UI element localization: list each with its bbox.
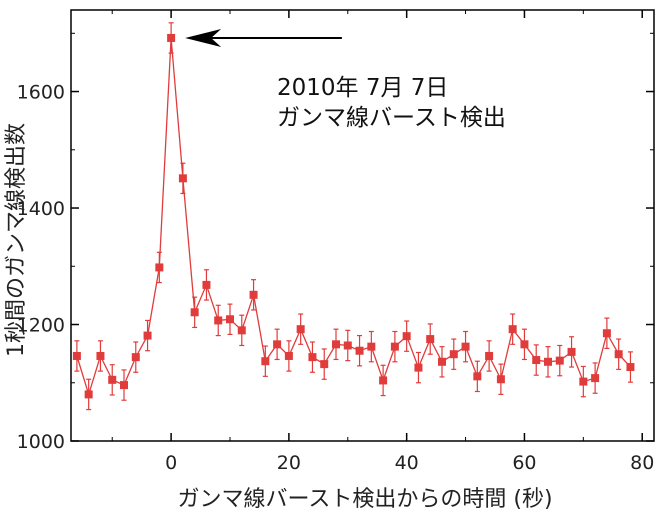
data-point xyxy=(226,315,234,324)
data-point xyxy=(379,376,388,385)
y-tick-label: 1200 xyxy=(17,315,65,337)
data-point xyxy=(143,331,152,340)
x-tick-label: 0 xyxy=(165,452,177,474)
y-tick-label: 1600 xyxy=(17,82,65,104)
annotation-arrow-group xyxy=(185,28,342,47)
x-tick-label: 80 xyxy=(630,452,654,474)
data-point xyxy=(108,375,117,384)
data-point xyxy=(461,342,470,351)
data-point xyxy=(532,356,541,365)
data-point xyxy=(308,353,317,362)
data-point xyxy=(296,325,305,334)
data-point xyxy=(402,332,411,341)
y-axis-label: 1秒間のガンマ線検出数 xyxy=(4,123,29,357)
plot-frame xyxy=(70,9,655,442)
data-point xyxy=(190,308,199,317)
axes-frame xyxy=(70,9,655,442)
data-point xyxy=(120,381,128,390)
annotation-text: ガンマ線バースト検出 xyxy=(277,105,506,131)
data-point xyxy=(355,346,364,355)
data-point xyxy=(591,374,600,383)
y-tick-label: 1000 xyxy=(17,431,65,453)
data-point xyxy=(367,342,376,351)
data-point xyxy=(520,340,529,349)
data-point xyxy=(508,325,517,334)
data-point xyxy=(567,347,576,356)
annotation-date: 2010年 7月 7日 xyxy=(277,75,448,101)
data-point xyxy=(579,377,588,386)
data-point xyxy=(332,340,340,349)
data-point xyxy=(273,340,282,349)
data-point xyxy=(555,356,564,365)
data-point xyxy=(202,280,211,289)
data-point xyxy=(449,350,458,359)
data-point xyxy=(626,363,635,372)
data-point xyxy=(602,329,611,338)
x-tick-label: 60 xyxy=(512,452,536,474)
y-axis-ticks: 1000 1200 1400 1600 xyxy=(17,32,654,453)
data-point xyxy=(237,326,246,335)
data-point xyxy=(96,351,105,360)
data-point xyxy=(261,357,270,366)
data-point xyxy=(438,357,446,366)
data-point xyxy=(473,372,482,381)
x-tick-label: 20 xyxy=(277,452,301,474)
x-tick-label: 40 xyxy=(395,452,419,474)
data-point xyxy=(320,360,329,369)
x-axis-label: ガンマ線バースト検出からの時間 (秒) xyxy=(177,487,552,512)
data-point xyxy=(414,363,423,372)
data-point xyxy=(485,351,494,360)
data-point xyxy=(284,351,293,360)
annotation-arrow-head xyxy=(185,28,222,47)
data-point xyxy=(343,341,352,350)
x-axis-ticks: 0 20 40 60 80 xyxy=(111,10,654,474)
data-point xyxy=(167,33,176,42)
data-points xyxy=(72,33,635,399)
data-point xyxy=(426,335,435,344)
data-point xyxy=(214,316,223,325)
data-point xyxy=(544,357,552,366)
y-tick-label: 1400 xyxy=(17,198,65,220)
data-point xyxy=(390,342,399,351)
data-point xyxy=(155,263,164,272)
data-point xyxy=(131,353,140,362)
data-point xyxy=(84,390,93,399)
data-point xyxy=(249,290,258,299)
data-point xyxy=(178,174,187,183)
data-point xyxy=(72,351,81,360)
data-point xyxy=(496,375,505,384)
data-point xyxy=(614,350,623,359)
